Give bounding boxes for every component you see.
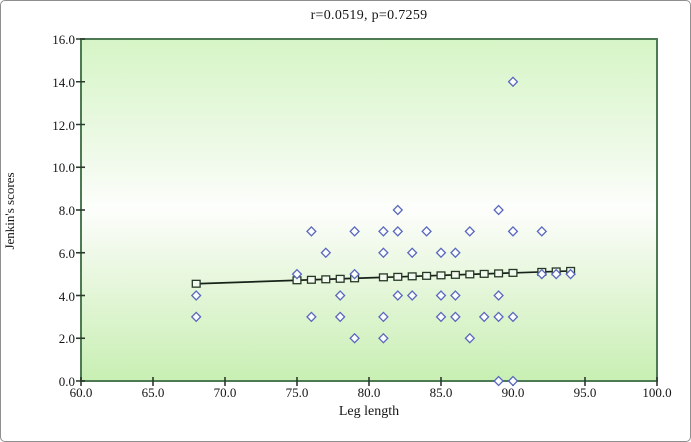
- scatter-diamond: [334, 311, 346, 323]
- scatter-diamond: [392, 204, 404, 216]
- scatter-diamond: [493, 311, 504, 323]
- scatter-diamond: [291, 268, 303, 280]
- trend-square-marker: [191, 279, 201, 288]
- scatter-diamond: [190, 311, 202, 323]
- scatter-diamond: [349, 226, 360, 237]
- trend-square-marker: [494, 269, 504, 278]
- scatter-diamond: [536, 226, 548, 237]
- scatter-diamond: [493, 204, 504, 216]
- scatter-diamond: [378, 226, 389, 237]
- chart-title: r=0.0519, p=0.7259: [310, 8, 428, 23]
- x-tick-label: 85.0: [429, 385, 453, 400]
- trend-square-marker: [465, 270, 475, 279]
- scatter-diamond: [421, 226, 432, 237]
- scatter-diamond: [507, 226, 519, 237]
- trend-square-marker: [436, 271, 446, 280]
- scatter-diamond: [435, 290, 447, 301]
- x-tick-label: 60.0: [69, 385, 93, 400]
- trend-square-marker: [306, 275, 316, 284]
- scatter-diamond: [406, 290, 418, 301]
- y-tick-label: 12.0: [52, 117, 75, 133]
- x-tick-label: 75.0: [285, 385, 309, 400]
- trend-square-marker: [407, 272, 417, 281]
- y-tick-label: 8.0: [58, 203, 75, 218]
- trend-square-marker: [450, 270, 460, 279]
- trend-square-marker: [479, 269, 489, 278]
- x-tick-label: 90.0: [501, 385, 525, 400]
- scatter-diamond: [507, 311, 519, 323]
- y-tick-label: 16.0: [52, 32, 75, 47]
- scatter-plot-canvas: [76, 38, 658, 387]
- scatter-diamond: [349, 332, 360, 344]
- trend-square-marker: [508, 268, 518, 277]
- x-tick-label: 80.0: [357, 385, 381, 400]
- scatter-diamond: [450, 311, 461, 323]
- y-tick-label: 2.0: [58, 331, 75, 347]
- trend-square-marker: [335, 274, 345, 283]
- scatter-diamond: [536, 268, 548, 280]
- scatter-diamond: [320, 247, 332, 259]
- scatter-diamond: [378, 311, 389, 323]
- scatter-diamond: [478, 311, 490, 323]
- scatter-diamond: [450, 290, 461, 301]
- scatter-diamond: [450, 247, 461, 259]
- plot-background: [80, 38, 658, 382]
- x-tick-label: 95.0: [573, 385, 597, 400]
- scatter-diamond: [378, 332, 389, 344]
- x-axis-title: Leg length: [338, 404, 400, 419]
- x-tick-label: 70.0: [213, 385, 237, 400]
- trend-square-marker: [378, 273, 388, 282]
- trend-square-marker: [321, 275, 331, 284]
- y-tick-label: 6.0: [58, 245, 75, 261]
- scatter-diamond: [464, 332, 476, 344]
- scatter-diamond: [306, 311, 317, 323]
- scatter-diamond: [334, 290, 346, 301]
- scatter-diamond: [306, 226, 317, 237]
- scatter-diamond: [406, 247, 418, 259]
- scatter-diamond: [435, 247, 447, 259]
- scatter-diamond: [464, 226, 476, 237]
- x-tick-label: 65.0: [141, 385, 165, 400]
- scatter-diamond: [550, 268, 562, 280]
- scatter-diamond: [507, 375, 519, 387]
- scatter-diamond: [190, 290, 202, 301]
- scatter-diamond: [565, 268, 576, 280]
- scatter-diamond: [392, 290, 404, 301]
- y-tick-label: 10.0: [52, 160, 75, 176]
- scatter-diamond: [507, 76, 519, 88]
- y-tick-label: 14.0: [52, 74, 75, 90]
- trend-square-marker: [422, 271, 432, 280]
- plot-area: [76, 38, 658, 387]
- x-tick-label: 100.0: [642, 385, 672, 400]
- trend-square-marker: [393, 272, 403, 281]
- scatter-diamond: [493, 375, 504, 387]
- scatter-diamond: [392, 226, 404, 237]
- scatter-diamond: [493, 290, 504, 301]
- scatter-diamond: [378, 247, 389, 259]
- scatter-diamond: [435, 311, 447, 323]
- y-axis-title: Jenkin's scores: [2, 172, 17, 250]
- y-tick-label: 4.0: [58, 288, 75, 304]
- y-tick-label: 0.0: [58, 374, 75, 389]
- scatter-diamond: [349, 268, 360, 280]
